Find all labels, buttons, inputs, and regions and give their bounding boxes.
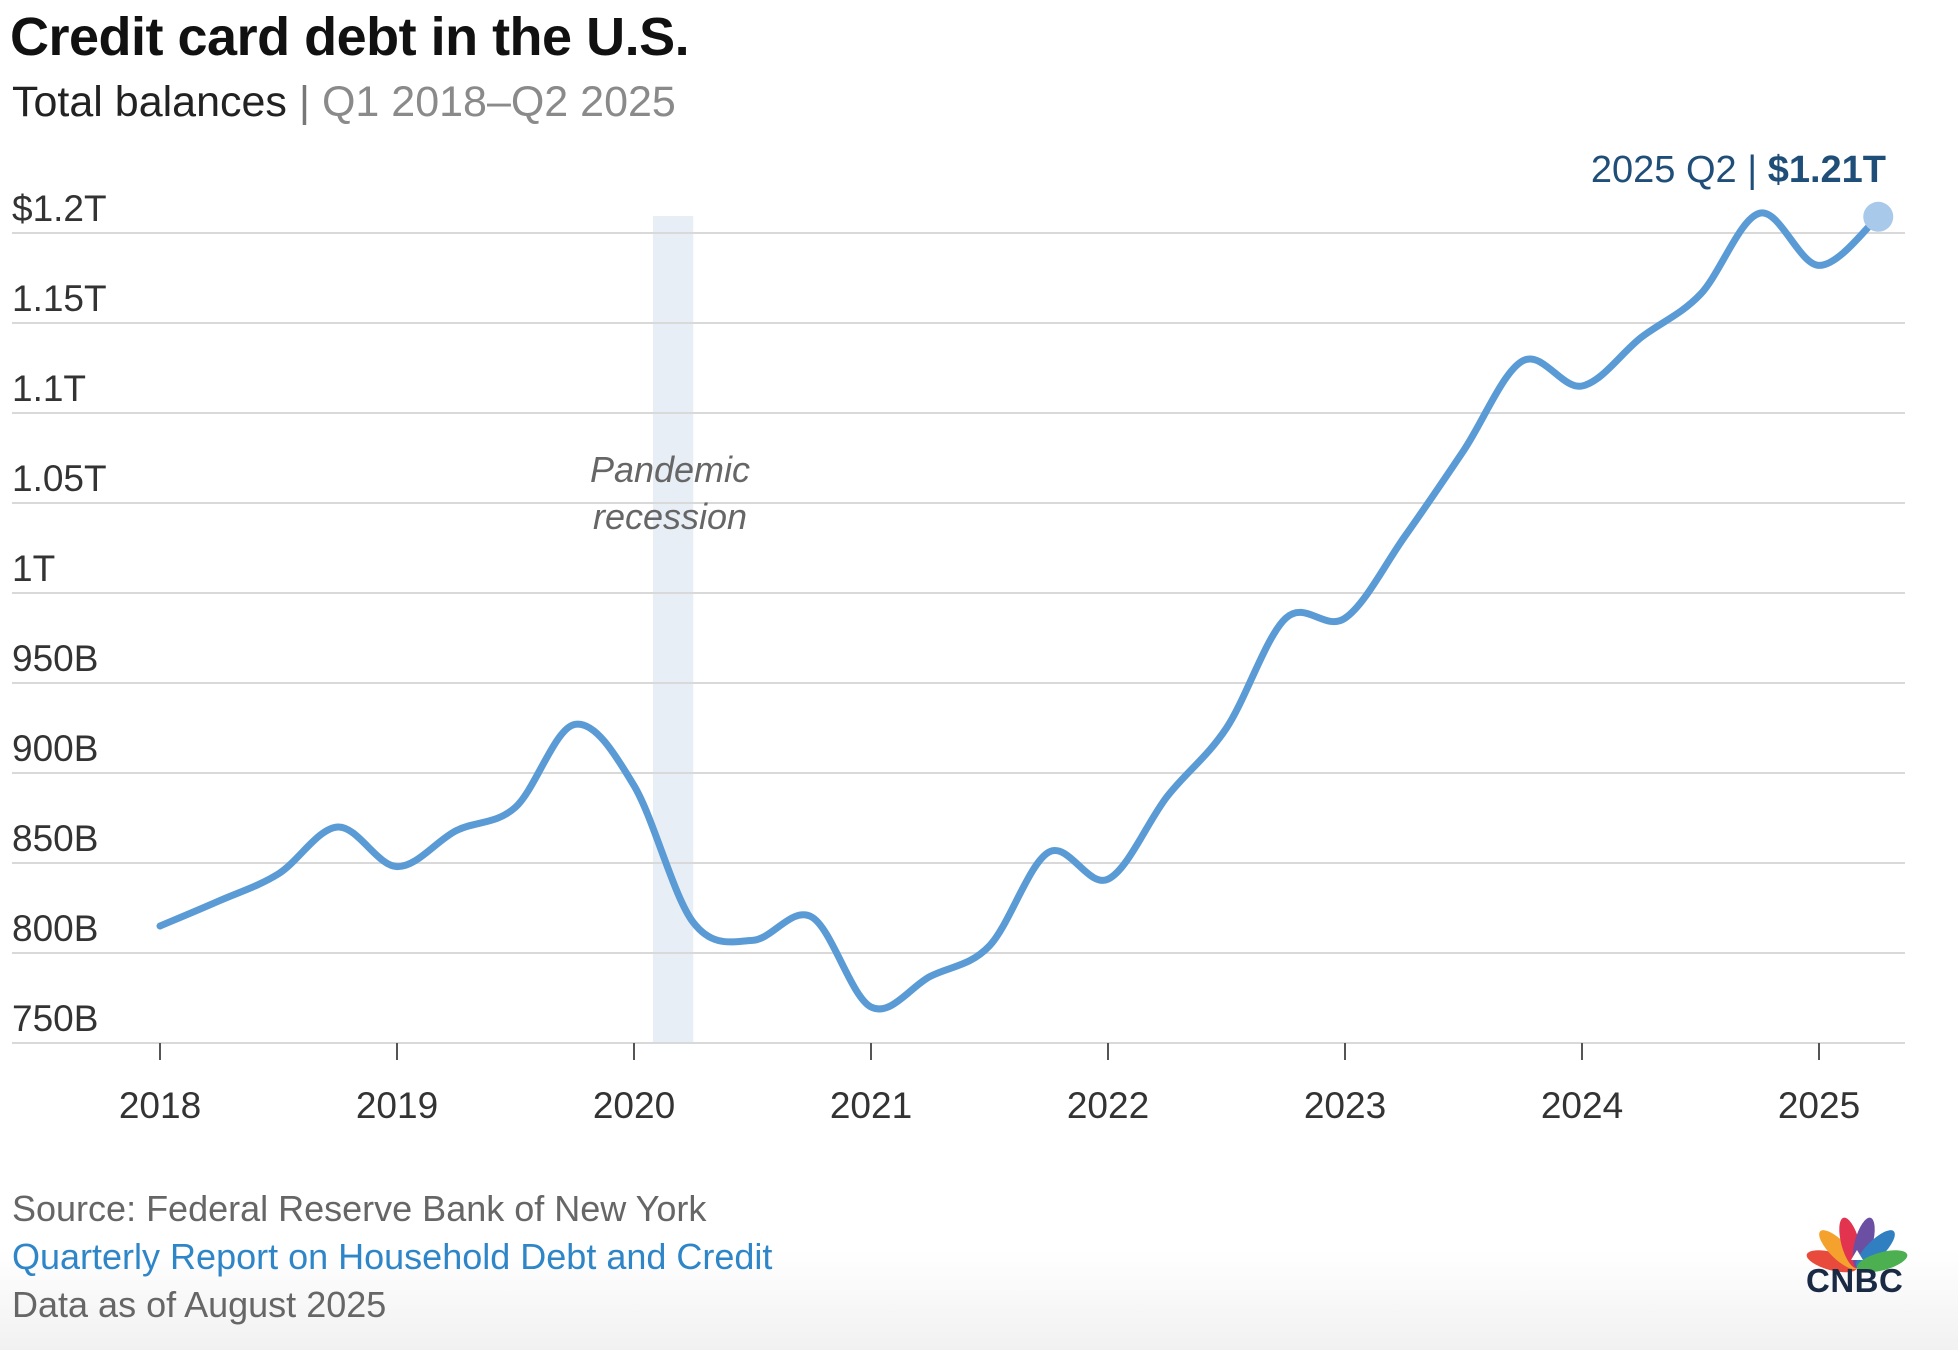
x-tick-label: 2024 (1541, 1085, 1623, 1126)
subtitle-date-range: Q1 2018–Q2 2025 (321, 78, 676, 126)
data-point-2024-Q3 (1697, 291, 1704, 298)
data-point-2024-Q1 (1579, 383, 1586, 390)
y-tick-label: 900B (12, 728, 98, 769)
data-point-2019-Q3 (512, 804, 519, 811)
data-point-2024-Q4 (1756, 210, 1763, 217)
data-point-2019-Q1 (394, 863, 401, 870)
data-point-2021-Q2 (927, 973, 934, 980)
data-point-2024-Q2 (1638, 334, 1645, 341)
pandemic-annotation-line2: recession (593, 496, 747, 537)
data-point-2019-Q2 (453, 827, 460, 834)
x-tick-label: 2025 (1778, 1085, 1860, 1126)
data-point-2018-Q2 (216, 897, 223, 904)
y-tick-label: 1T (12, 548, 55, 589)
subtitle-main: Total balances (12, 78, 287, 126)
x-tick-label: 2019 (356, 1085, 438, 1126)
end-label-value: $1.21T (1768, 149, 1886, 191)
y-tick-label: $1.2T (12, 188, 107, 229)
data-point-2022-Q4 (1282, 615, 1289, 622)
data-point-2019-Q4 (571, 721, 578, 728)
data-point-2022-Q1 (1105, 876, 1112, 883)
data-point-2023-Q4 (1519, 357, 1526, 364)
series-line (156, 209, 1882, 1013)
end-point-marker (1863, 201, 1894, 232)
end-value-label: 2025 Q2 | $1.21T (1591, 149, 1886, 191)
data-point-2018-Q4 (334, 824, 341, 831)
data-point-2021-Q3 (986, 942, 993, 949)
x-tick-label: 2021 (830, 1085, 912, 1126)
nbc-peacock-icon (1806, 1217, 1908, 1273)
data-point-2020-Q1 (631, 782, 638, 789)
source-note: Source: Federal Reserve Bank of New York (12, 1188, 707, 1229)
end-label-prefix: 2025 Q2 | (1591, 149, 1768, 191)
data-point-2020-Q2 (690, 919, 697, 926)
y-tick-label: 800B (12, 908, 98, 949)
y-tick-label: 1.1T (12, 368, 86, 409)
report-link[interactable]: Quarterly Report on Household Debt and C… (12, 1236, 773, 1277)
x-tick-label: 2018 (119, 1085, 201, 1126)
chart-title: Credit card debt in the U.S. (10, 7, 690, 67)
data-point-2022-Q3 (1223, 725, 1230, 732)
data-point-2025-Q1 (1816, 262, 1823, 269)
y-tick-label: 1.15T (12, 278, 107, 319)
data-point-2021-Q1 (868, 1004, 875, 1011)
x-tick-label: 2023 (1304, 1085, 1386, 1126)
data-point-2022-Q2 (1164, 793, 1171, 800)
data-point-2020-Q4 (808, 914, 815, 921)
data-point-2021-Q4 (1045, 849, 1052, 856)
data-point-2023-Q2 (1401, 534, 1408, 541)
x-tick-label: 2022 (1067, 1085, 1149, 1126)
data-date-note: Data as of August 2025 (12, 1284, 387, 1325)
data-point-2020-Q3 (749, 937, 756, 944)
subtitle-separator: | (298, 78, 311, 126)
data-point-2018-Q3 (275, 870, 282, 877)
x-tick-label: 2020 (593, 1085, 675, 1126)
pandemic-annotation-line1: Pandemic (590, 449, 750, 490)
y-tick-label: 850B (12, 818, 98, 859)
data-point-2023-Q3 (1460, 447, 1467, 454)
y-tick-label: 750B (12, 998, 98, 1039)
data-point-2018-Q1 (157, 923, 164, 930)
chart-subtitle: Total balances | Q1 2018–Q2 2025 (12, 78, 676, 127)
cnbc-logo-text: CNBC (1806, 1262, 1904, 1299)
data-point-2023-Q1 (1342, 615, 1349, 622)
y-tick-label: 1.05T (12, 458, 107, 499)
y-tick-label: 950B (12, 638, 98, 679)
